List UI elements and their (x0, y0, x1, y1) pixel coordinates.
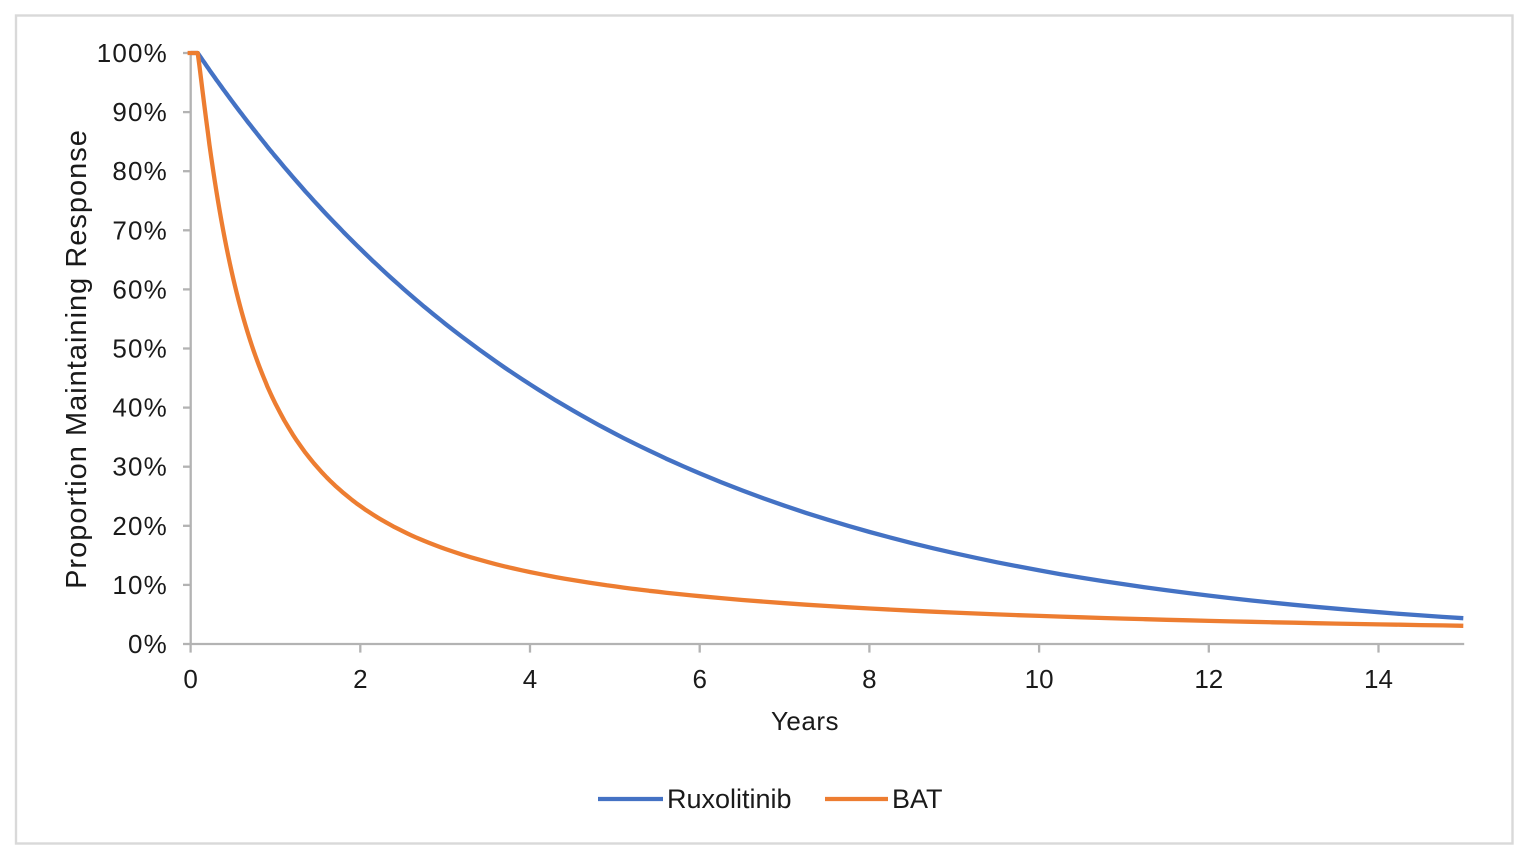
svg-text:8: 8 (862, 664, 876, 694)
svg-text:0%: 0% (128, 629, 168, 659)
svg-text:80%: 80% (112, 156, 168, 186)
svg-text:BAT: BAT (892, 784, 943, 814)
svg-text:10%: 10% (112, 570, 168, 600)
svg-text:70%: 70% (112, 215, 168, 245)
svg-text:0: 0 (183, 664, 197, 694)
svg-text:Years: Years (771, 706, 839, 736)
svg-text:40%: 40% (112, 393, 168, 423)
svg-text:6: 6 (692, 664, 706, 694)
svg-text:90%: 90% (112, 97, 168, 127)
svg-text:Ruxolitinib: Ruxolitinib (667, 784, 792, 814)
svg-text:12: 12 (1194, 664, 1223, 694)
svg-text:20%: 20% (112, 511, 168, 541)
svg-text:30%: 30% (112, 452, 168, 482)
svg-text:2: 2 (353, 664, 367, 694)
svg-text:4: 4 (523, 664, 537, 694)
svg-text:Proportion Maintaining Respo: Proportion Maintaining Response (61, 129, 93, 589)
svg-text:60%: 60% (112, 274, 168, 304)
svg-text:100%: 100% (97, 38, 168, 68)
svg-text:14: 14 (1364, 664, 1393, 694)
svg-text:50%: 50% (112, 334, 168, 364)
svg-text:10: 10 (1025, 664, 1054, 694)
